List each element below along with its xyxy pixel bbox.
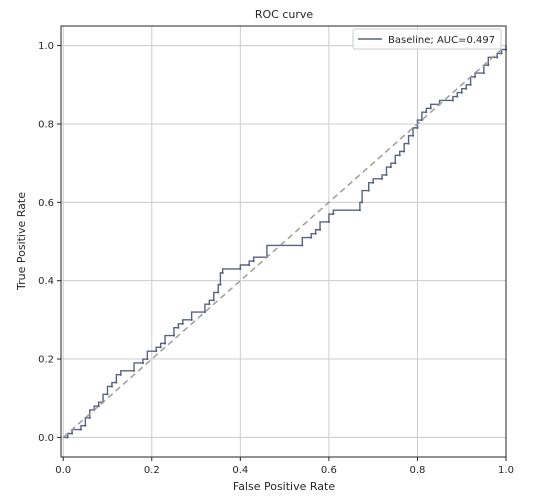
roc-point-marker	[248, 264, 250, 266]
x-tick-label: 0.6	[321, 465, 337, 476]
roc-point-marker	[332, 213, 334, 215]
roc-point-marker	[456, 95, 458, 97]
roc-point-marker	[222, 272, 224, 274]
roc-point-marker	[372, 182, 374, 184]
y-tick-label: 0.8	[38, 119, 54, 130]
roc-point-marker	[120, 374, 122, 376]
roc-point-marker	[385, 174, 387, 176]
y-axis-label: True Positive Rate	[15, 192, 28, 291]
roc-point-marker	[84, 425, 86, 427]
roc-point-marker	[133, 370, 135, 372]
roc-point-marker	[359, 209, 361, 211]
roc-point-marker	[394, 162, 396, 164]
roc-point-marker	[465, 88, 467, 90]
roc-point-marker	[173, 334, 175, 336]
legend-label: Baseline; AUC=0.497	[388, 35, 495, 46]
roc-point-marker	[487, 64, 489, 66]
x-axis-label: False Positive Rate	[233, 480, 335, 493]
roc-point-marker	[208, 303, 210, 305]
roc-point-marker	[416, 127, 418, 129]
roc-point-marker	[390, 166, 392, 168]
roc-point-marker	[217, 291, 219, 293]
x-tick-label: 0.8	[409, 465, 425, 476]
roc-point-marker	[80, 428, 82, 430]
roc-point-marker	[106, 393, 108, 395]
roc-point-marker	[219, 284, 221, 286]
roc-point-marker	[67, 436, 69, 438]
roc-point-marker	[500, 52, 502, 54]
roc-point-marker	[89, 417, 91, 419]
roc-point-marker	[483, 72, 485, 74]
y-tick-label: 0.6	[38, 198, 54, 209]
roc-point-marker	[253, 260, 255, 262]
roc-point-marker	[177, 327, 179, 329]
roc-point-marker	[301, 244, 303, 246]
roc-point-marker	[461, 92, 463, 94]
roc-point-marker	[164, 342, 166, 344]
roc-point-marker	[361, 201, 363, 203]
roc-point-marker	[412, 135, 414, 137]
roc-point-marker	[403, 150, 405, 152]
roc-point-marker	[98, 405, 100, 407]
x-tick-label: 0.0	[55, 465, 71, 476]
x-tick-label: 0.4	[232, 465, 248, 476]
roc-point-marker	[319, 229, 321, 231]
y-tick-label: 0.4	[38, 276, 54, 287]
roc-point-marker	[399, 154, 401, 156]
roc-point-marker	[315, 233, 317, 235]
y-tick-label: 1.0	[38, 41, 54, 52]
roc-point-marker	[310, 236, 312, 238]
roc-point-marker	[452, 99, 454, 101]
roc-point-marker	[474, 76, 476, 78]
x-tick-label: 1.0	[498, 465, 514, 476]
y-tick-label: 0.2	[38, 355, 54, 366]
roc-point-marker	[160, 346, 162, 348]
roc-point-marker	[115, 381, 117, 383]
roc-point-marker	[191, 319, 193, 321]
roc-point-marker	[496, 56, 498, 58]
roc-point-marker	[213, 299, 215, 301]
y-tick-label: 0.0	[38, 433, 54, 444]
roc-point-marker	[146, 358, 148, 360]
roc-point-marker	[425, 111, 427, 113]
x-tick-label: 0.2	[144, 465, 160, 476]
roc-point-marker	[381, 178, 383, 180]
chart-title: ROC curve	[255, 8, 314, 21]
roc-point-marker	[430, 107, 432, 109]
roc-point-marker	[182, 323, 184, 325]
roc-point-marker	[368, 189, 370, 191]
roc-point-marker	[142, 362, 144, 364]
roc-point-marker	[328, 221, 330, 223]
roc-point-marker	[239, 268, 241, 270]
roc-point-marker	[407, 142, 409, 144]
legend: Baseline; AUC=0.497	[353, 29, 501, 49]
roc-point-marker	[469, 84, 471, 86]
roc-point-marker	[71, 432, 73, 434]
roc-point-marker	[111, 385, 113, 387]
roc-point-marker	[155, 350, 157, 352]
